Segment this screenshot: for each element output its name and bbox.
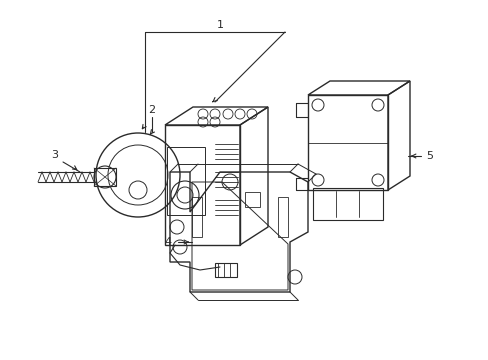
- Bar: [278, 197, 287, 237]
- Bar: [244, 192, 260, 207]
- Bar: [164, 125, 240, 245]
- Text: 5: 5: [426, 151, 433, 161]
- Text: 3: 3: [51, 150, 59, 160]
- Text: 1: 1: [216, 20, 223, 30]
- Bar: [307, 95, 387, 190]
- Text: 4: 4: [164, 237, 171, 247]
- Text: 2: 2: [148, 105, 155, 115]
- Bar: [312, 188, 382, 220]
- Bar: [167, 147, 204, 215]
- Bar: [215, 263, 237, 277]
- Bar: [94, 168, 116, 186]
- Bar: [192, 197, 202, 237]
